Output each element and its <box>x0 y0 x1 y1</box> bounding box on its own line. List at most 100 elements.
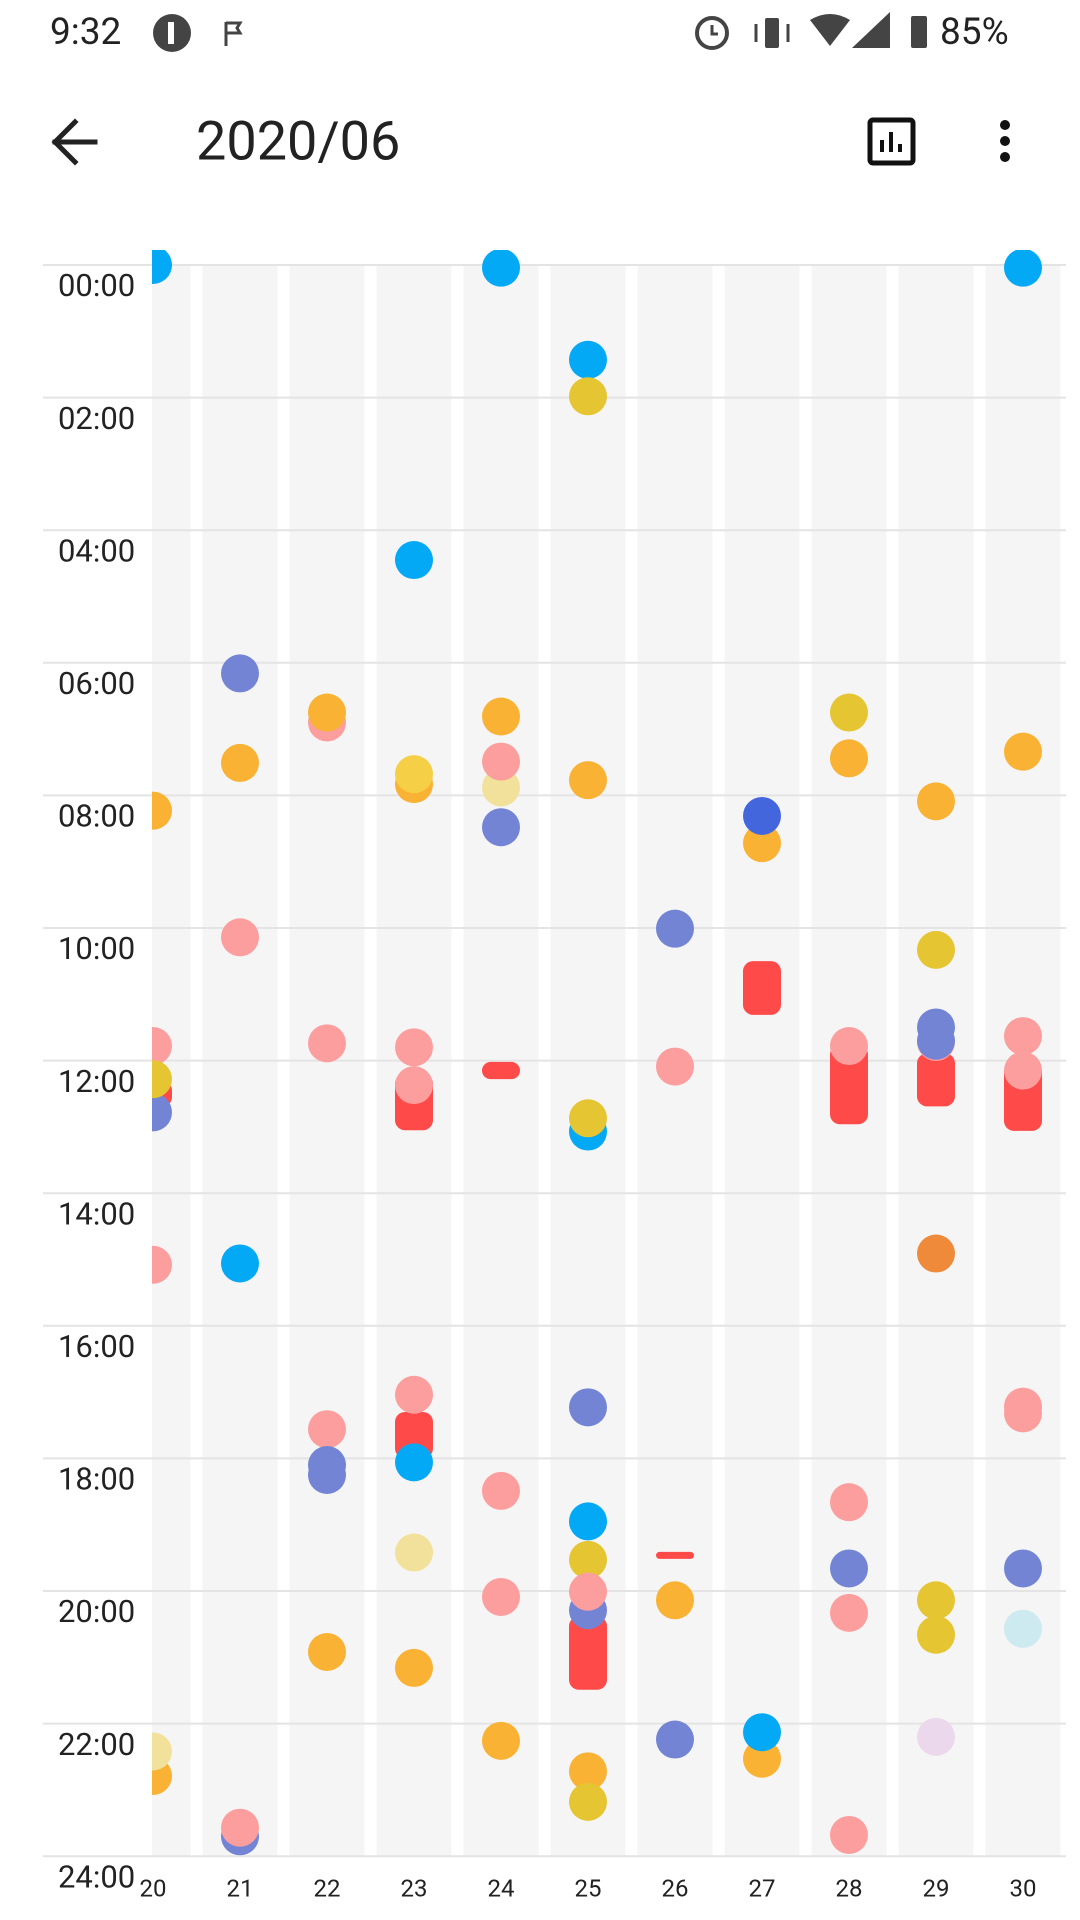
event-dot <box>569 1540 607 1579</box>
event-dot <box>482 697 520 736</box>
labels: 20 21 22 23 24 25 26 27 28 29 30 00:00 02:00 04:00 06:… <box>58 267 1036 1902</box>
event-dot <box>482 808 520 847</box>
event-dot <box>830 1027 868 1066</box>
event-dot <box>830 1549 868 1588</box>
event-bar <box>656 1551 694 1559</box>
hour-label: 06:00 <box>58 665 135 702</box>
back-button[interactable] <box>51 118 98 166</box>
stats-button[interactable] <box>867 117 916 166</box>
day-label: 29 <box>923 1874 950 1902</box>
event-dot <box>308 1024 346 1063</box>
event-dot <box>152 1027 172 1066</box>
hour-label: 02:00 <box>58 400 135 437</box>
event-dot <box>221 918 259 957</box>
event-dot <box>152 1245 172 1284</box>
alarm-hands <box>710 25 718 36</box>
vibrate-waves <box>754 24 790 42</box>
event-dot <box>1004 1387 1042 1426</box>
event-dot <box>1004 1609 1042 1648</box>
event-dot <box>482 1577 520 1616</box>
event-dot <box>221 743 259 782</box>
event-dot <box>395 1066 433 1105</box>
hour-label: 20:00 <box>58 1593 135 1630</box>
day-label: 30 <box>1010 1874 1037 1902</box>
event-dot <box>917 1581 955 1620</box>
day-label: 20 <box>140 1874 167 1902</box>
event-dot <box>152 250 172 284</box>
event-dot <box>308 693 346 732</box>
event-dot <box>152 1732 172 1771</box>
event-dot <box>482 250 520 287</box>
more-button[interactable] <box>1000 120 1010 162</box>
event-dot <box>743 1739 781 1778</box>
event-dot <box>569 1502 607 1541</box>
event-dot <box>1004 1549 1042 1588</box>
event-bar <box>917 1053 955 1107</box>
hour-label: 18:00 <box>58 1461 135 1498</box>
app-icon-glyph <box>168 22 174 44</box>
hour-label: 24:00 <box>58 1858 135 1895</box>
event-dot <box>830 1815 868 1854</box>
event-dot <box>569 1572 607 1611</box>
event-dot <box>395 755 433 794</box>
menu-dot <box>1000 136 1010 146</box>
event-dot <box>308 1410 346 1449</box>
event-dot <box>569 1388 607 1427</box>
event-dot <box>656 1581 694 1620</box>
event-dot <box>917 782 955 821</box>
event-dot <box>482 742 520 781</box>
event-dot <box>917 1615 955 1654</box>
alarm-icon <box>695 16 729 50</box>
event-bar <box>569 1616 607 1690</box>
event-dot <box>152 791 172 830</box>
event-dot <box>395 1648 433 1687</box>
hour-label: 22:00 <box>58 1726 135 1763</box>
event-dot <box>1004 1051 1042 1090</box>
hour-label: 16:00 <box>58 1328 135 1365</box>
event-dot <box>395 1533 433 1572</box>
event-dot <box>830 1593 868 1632</box>
flag-icon <box>224 21 243 46</box>
event-bar <box>743 961 781 1015</box>
event-dot <box>830 739 868 778</box>
event-dot <box>308 1446 346 1485</box>
event-dot <box>656 909 694 948</box>
day-label: 26 <box>662 1874 689 1902</box>
battery-percent: 85% <box>940 11 1009 54</box>
event-dot <box>656 1047 694 1086</box>
event-dot <box>1004 732 1042 771</box>
event-dot <box>917 1008 955 1047</box>
toolbar: 2020/06 <box>51 110 1010 173</box>
event-bar <box>830 1044 868 1125</box>
event-dot <box>743 1713 781 1752</box>
event-dot <box>1004 1017 1042 1056</box>
event-dot <box>830 693 868 732</box>
event-dot <box>308 1632 346 1671</box>
event-dot <box>917 930 955 969</box>
event-dot <box>482 1721 520 1760</box>
event-dot <box>569 1099 607 1138</box>
event-dot <box>569 1752 607 1791</box>
wifi-icon <box>810 14 850 46</box>
event-dot <box>1004 250 1042 287</box>
event-dot <box>395 541 433 580</box>
event-dot <box>221 1244 259 1283</box>
event-bar <box>482 1061 520 1080</box>
event-dot <box>221 654 259 693</box>
day-label: 24 <box>488 1874 515 1902</box>
event-dot <box>395 1375 433 1414</box>
day-label: 21 <box>227 1874 254 1902</box>
event-dot <box>152 1093 172 1132</box>
event-dot <box>152 1060 172 1099</box>
vibrate-icon <box>765 18 779 48</box>
day-label: 28 <box>836 1874 863 1902</box>
event-dot <box>830 1483 868 1522</box>
event-dot <box>221 1808 259 1847</box>
event-dot <box>917 1717 955 1756</box>
event-dot <box>743 824 781 863</box>
day-label: 25 <box>575 1874 602 1902</box>
day-label: 27 <box>749 1874 776 1902</box>
hour-label: 12:00 <box>58 1063 135 1100</box>
